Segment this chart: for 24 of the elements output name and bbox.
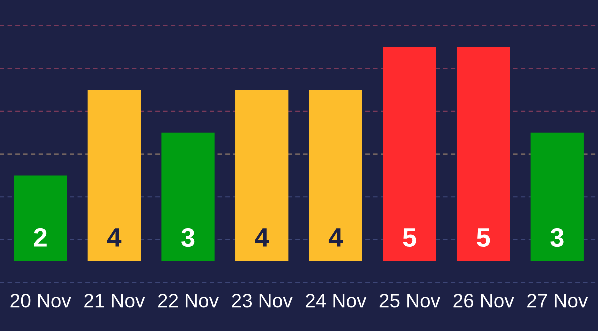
data-label: 4 (328, 228, 344, 247)
x-tick-label: 25 Nov (380, 294, 440, 308)
data-label: 5 (403, 228, 416, 248)
bar (88, 90, 142, 262)
bar (530, 132, 584, 262)
x-tick-label: 21 Nov (84, 294, 146, 308)
bar (309, 90, 362, 262)
data-label: 3 (550, 228, 564, 248)
bar (456, 47, 510, 262)
x-tick-label: 24 Nov (306, 294, 367, 308)
bar (383, 47, 436, 262)
data-label: 4 (255, 228, 270, 247)
bar (162, 132, 215, 262)
x-tick-label: 26 Nov (454, 294, 514, 308)
x-tick-label: 20 Nov (10, 294, 72, 308)
bar (14, 176, 68, 262)
data-label: 5 (477, 228, 490, 248)
bar (236, 90, 289, 262)
data-label: 3 (182, 228, 195, 248)
x-tick-label: 23 Nov (232, 294, 293, 308)
data-label: 2 (34, 228, 47, 247)
data-label: 4 (107, 228, 122, 247)
x-tick-label: 27 Nov (528, 294, 588, 308)
x-tick-label: 22 Nov (158, 294, 219, 308)
